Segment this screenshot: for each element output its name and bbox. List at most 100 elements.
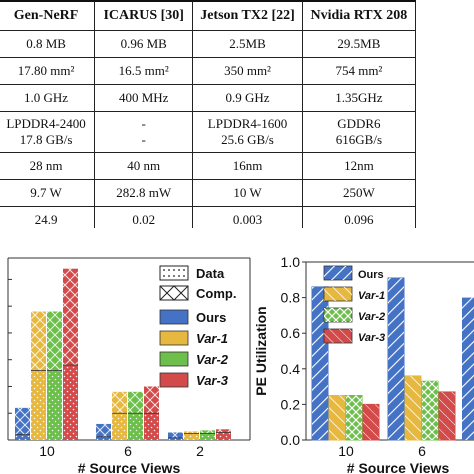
legend-dot <box>163 269 165 271</box>
legend-label: Var-1 <box>196 331 228 346</box>
table-header-cell: Nvidia RTX 208 <box>301 0 417 31</box>
legend-swatch-pattern <box>324 308 352 322</box>
table-cell: 1.0 GHz <box>0 84 96 112</box>
bar-data-pattern <box>112 413 127 440</box>
bar-comp-pattern <box>216 429 231 433</box>
legend-dot <box>163 275 165 277</box>
bar-pattern <box>312 286 328 440</box>
table-cell: 10 W <box>192 179 303 207</box>
bar-comp-pattern <box>168 432 183 438</box>
bar-pattern <box>329 395 345 440</box>
bar-comp-pattern <box>31 311 46 371</box>
bar-pattern <box>363 404 379 440</box>
bar-comp-pattern <box>112 391 127 414</box>
table-header-cell: ICARUS [30] <box>94 0 194 31</box>
bar-data-pattern <box>15 434 30 440</box>
legend-dot <box>183 275 185 277</box>
right-y-tick-label: 0.6 <box>281 325 301 341</box>
bar-data-pattern <box>144 413 159 440</box>
right-x-tick-label: 6 <box>418 443 426 459</box>
table-cell: 1.35GHz <box>301 84 417 112</box>
bar-comp-pattern <box>15 407 30 435</box>
legend-swatch-pattern <box>324 287 352 301</box>
legend-label: Var-1 <box>358 290 385 302</box>
bar-pattern <box>405 375 421 440</box>
table-cell: 40 nm <box>94 152 194 180</box>
right-y-tick-label: 0.2 <box>281 396 301 412</box>
table-cell: 16.5 mm² <box>94 57 194 85</box>
bar-data-pattern <box>63 365 78 440</box>
bar-data-pattern <box>200 433 215 440</box>
legend-label: Data <box>196 266 225 281</box>
legend-swatch-pattern <box>324 266 352 280</box>
right-x-axis-label: # Source Views <box>347 460 450 474</box>
legend-label: Var-2 <box>196 352 229 367</box>
bar-data-pattern <box>47 370 62 440</box>
legend-swatch <box>159 351 189 367</box>
bar-comp-pattern <box>96 423 111 437</box>
bar-data-pattern <box>31 370 46 440</box>
bar-pattern <box>462 297 474 440</box>
bar-data-pattern <box>96 436 111 440</box>
table-cell: 400 MHz <box>94 84 194 112</box>
table-cell: 0.003 <box>192 206 303 228</box>
bar-comp-pattern <box>144 386 159 414</box>
legend-swatch-pattern <box>324 329 352 343</box>
left-x-tick-label: 10 <box>39 443 55 459</box>
table-cell: 0.096 <box>301 206 417 228</box>
table-cell: 9.7 W <box>0 179 96 207</box>
bar-pattern <box>346 395 362 440</box>
right-y-tick-label: 0.0 <box>281 432 301 448</box>
legend-label: Var-2 <box>358 311 385 323</box>
right-y-tick-label: 0.8 <box>281 290 301 306</box>
table-cell: 282.8 mW <box>94 179 194 207</box>
bar-comp-pattern <box>200 430 215 434</box>
left-x-axis-label: # Source Views <box>78 460 181 474</box>
bar-comp-pattern <box>184 431 199 434</box>
legend-label: Comp. <box>196 286 236 301</box>
bar-pattern <box>439 391 455 440</box>
legend-cross <box>159 285 189 301</box>
legend-label: Ours <box>358 269 384 281</box>
legend-label: Var-3 <box>358 332 385 344</box>
spec-table-region: ce Gen-NeRF ICARUS [30] Jetson TX2 [22] … <box>0 0 474 228</box>
table-cell: 2.5MB <box>192 30 303 58</box>
bar-pattern <box>422 381 438 440</box>
right-y-tick-label: 0.4 <box>281 361 301 377</box>
bar-data-pattern <box>216 432 231 440</box>
left-x-tick-label: 2 <box>196 443 204 459</box>
legend-swatch <box>159 372 189 388</box>
bar-comp-pattern <box>128 391 143 414</box>
legend-dot <box>168 275 170 277</box>
bar-data-pattern <box>128 413 143 440</box>
bar-comp-pattern <box>63 268 78 366</box>
right-y-tick-label: 1.0 <box>281 254 301 270</box>
table-cell: 0.02 <box>94 206 194 228</box>
legend-dot <box>183 269 185 271</box>
legend-dot <box>168 269 170 271</box>
bar-data-pattern <box>184 433 199 440</box>
legend-dot <box>173 269 175 271</box>
table-cell: 24.9 <box>0 206 96 228</box>
table-cell: LPDDR4-1600 25.6 GB/s <box>192 111 303 153</box>
legend-label: Var-3 <box>196 373 229 388</box>
bar-pattern <box>388 278 404 440</box>
legend-swatch <box>159 285 189 301</box>
table-cell: 754 mm² <box>301 57 417 85</box>
table-cell: 29.5MB <box>301 30 417 58</box>
table-cell: GDDR6 616GB/s <box>301 111 417 153</box>
bar-data-pattern <box>168 437 183 440</box>
table-cell: 250W <box>301 179 417 207</box>
spec-table: ce Gen-NeRF ICARUS [30] Jetson TX2 [22] … <box>0 0 417 228</box>
legend-swatch <box>159 330 189 346</box>
legend-dot <box>178 275 180 277</box>
right-x-tick-label: 10 <box>338 443 354 459</box>
legend-dot <box>173 275 175 277</box>
right-y-axis-label: PE Utilization <box>253 306 269 395</box>
legend-dot <box>178 269 180 271</box>
